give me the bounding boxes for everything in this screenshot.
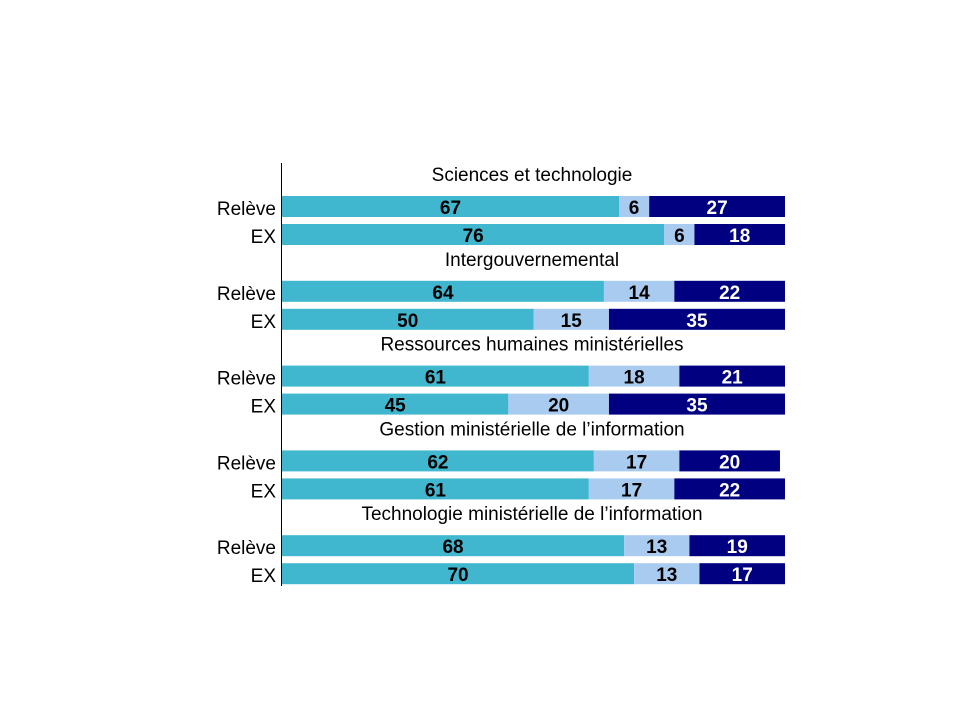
group-title: Sciences et technologie: [432, 165, 633, 186]
bar-segment: [608, 393, 785, 415]
bar-segment: [282, 563, 635, 585]
data-label: 45: [385, 396, 407, 417]
bar-segment: [664, 224, 695, 245]
bar-segment: [619, 196, 650, 217]
data-label: 6: [674, 226, 685, 247]
data-label: 6: [629, 198, 640, 219]
bar-segment: [282, 196, 620, 217]
data-label: 13: [656, 565, 677, 586]
row-label: Relève: [217, 369, 276, 390]
data-label: 22: [719, 283, 740, 304]
bar-segment: [282, 450, 594, 472]
bar-segment: [508, 393, 609, 415]
group-title: Gestion ministérielle de l’information: [379, 419, 684, 440]
data-label: 20: [548, 396, 569, 417]
bar-segment: [588, 365, 680, 387]
group-title: Ressources humaines ministérielles: [380, 335, 683, 356]
row-label: EX: [251, 227, 277, 248]
bar-segment: [679, 365, 785, 387]
data-label: 21: [722, 368, 744, 389]
data-label: 15: [561, 311, 583, 332]
data-label: 67: [440, 198, 461, 219]
data-label: 17: [621, 480, 642, 501]
row-label: Relève: [217, 453, 276, 474]
data-label: 61: [425, 480, 447, 501]
row-label: EX: [251, 481, 277, 502]
data-label: 64: [432, 283, 454, 304]
bar-segment: [593, 450, 680, 472]
bar-segment: [694, 224, 785, 245]
bar-segment: [634, 563, 700, 585]
data-label: 14: [629, 283, 651, 304]
data-label: 27: [707, 198, 728, 219]
bar-segment: [282, 365, 589, 387]
row-label: EX: [251, 566, 277, 587]
data-label: 19: [727, 537, 748, 558]
bar-segment: [282, 280, 604, 302]
row-label: Relève: [217, 199, 276, 220]
bar-segment: [674, 478, 785, 500]
data-label: 50: [397, 311, 418, 332]
bar-segment: [603, 280, 675, 302]
bar-segment: [282, 478, 589, 500]
data-label: 17: [732, 565, 753, 586]
bar-segment: [689, 535, 785, 557]
row-label: EX: [251, 312, 277, 333]
bar-segment: [282, 308, 534, 330]
row-label: Relève: [217, 538, 276, 559]
bar-segment: [699, 563, 785, 585]
data-label: 20: [719, 452, 740, 473]
data-label: 18: [729, 226, 750, 247]
bar-segment: [282, 393, 509, 415]
data-label: 68: [442, 537, 463, 558]
bar-segment: [649, 196, 785, 217]
row-label: EX: [251, 397, 277, 418]
data-label: 62: [427, 452, 448, 473]
bar-segment: [282, 224, 665, 245]
row-label: Relève: [217, 284, 276, 305]
data-label: 35: [686, 396, 708, 417]
data-label: 13: [646, 537, 667, 558]
bar-segment: [533, 308, 609, 330]
data-label: 61: [425, 368, 447, 389]
data-label: 18: [624, 368, 645, 389]
bar-segment: [608, 308, 785, 330]
bar-segment: [282, 535, 625, 557]
bar-segment: [588, 478, 675, 500]
data-label: 70: [447, 565, 468, 586]
bar-segment: [679, 450, 780, 472]
data-label: 22: [719, 480, 740, 501]
group-title: Technologie ministérielle de l’informati…: [361, 504, 702, 525]
bar-segment: [674, 280, 785, 302]
data-label: 76: [463, 226, 484, 247]
data-label: 35: [686, 311, 708, 332]
bar-segment: [624, 535, 690, 557]
group-title: Intergouvernemental: [445, 250, 619, 271]
data-label: 17: [626, 452, 647, 473]
